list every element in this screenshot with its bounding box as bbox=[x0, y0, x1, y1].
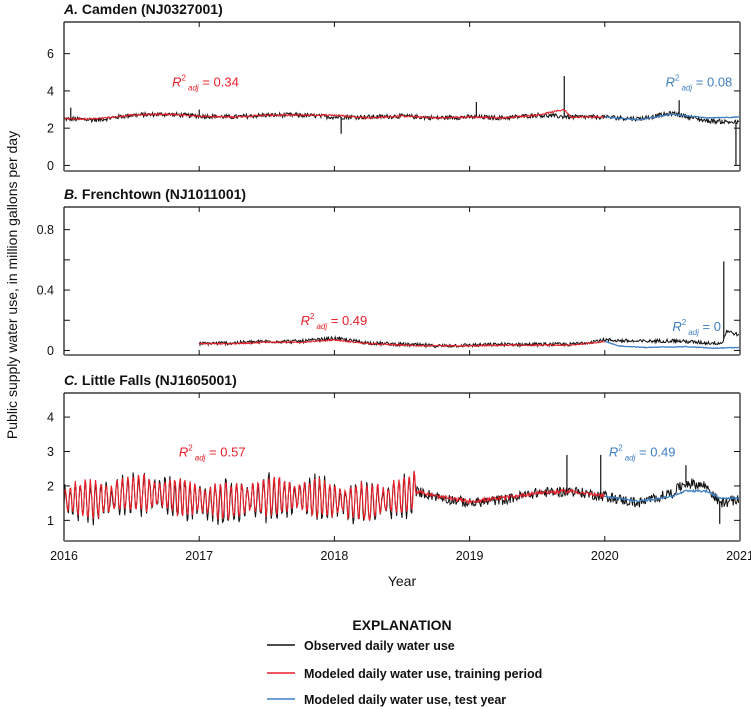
y-axis-label: Public supply water use, in million gall… bbox=[4, 131, 20, 439]
series-test-line bbox=[604, 488, 740, 503]
r2-symbol: R bbox=[666, 74, 675, 89]
r2-value: = 0.34 bbox=[199, 74, 239, 89]
y-tick-label: 6 bbox=[47, 47, 54, 61]
r2-subscript: adj bbox=[681, 83, 692, 92]
y-tick-label: 1 bbox=[47, 514, 54, 528]
r2-symbol: R bbox=[301, 313, 310, 328]
r2-annotation-training: R2adj = 0.49 bbox=[301, 312, 368, 331]
panel-letter: A. bbox=[63, 1, 82, 17]
panel-title: C. Little Falls (NJ1605001) bbox=[64, 372, 237, 388]
series-observed-line bbox=[198, 329, 740, 349]
x-tick-label: 2017 bbox=[185, 549, 213, 563]
r2-superscript: 2 bbox=[182, 73, 187, 82]
r2-annotation-test: R2adj = 0 bbox=[672, 318, 721, 337]
legend-label-observed: Observed daily water use bbox=[304, 639, 455, 653]
legend-label-test: Modeled daily water use, test year bbox=[304, 693, 506, 707]
r2-superscript: 2 bbox=[682, 318, 687, 327]
x-tick-labels: 2016 2017 2018 2019 2020 2021 bbox=[50, 549, 751, 563]
r2-value: = 0.08 bbox=[692, 74, 732, 89]
r2-subscript: adj bbox=[316, 322, 327, 331]
r2-subscript: adj bbox=[188, 83, 199, 92]
r2-symbol: R bbox=[672, 319, 681, 334]
series-observed-line bbox=[64, 471, 740, 526]
y-tick-label: 3 bbox=[47, 445, 54, 459]
r2-value: = 0.49 bbox=[635, 445, 675, 460]
y-tick-label: 4 bbox=[47, 84, 54, 98]
r2-superscript: 2 bbox=[310, 312, 315, 321]
r2-symbol: R bbox=[172, 74, 181, 89]
r2-annotation-training: R2adj = 0.57 bbox=[179, 444, 246, 463]
y-tick-label: 0 bbox=[47, 344, 54, 358]
panel-letter: B. bbox=[64, 186, 82, 202]
series-test-line bbox=[604, 113, 740, 121]
series-training-line bbox=[64, 470, 606, 521]
x-tick-label: 2019 bbox=[456, 549, 484, 563]
r2-value: = 0.57 bbox=[205, 445, 245, 460]
r2-annotation-test: R2adj = 0.49 bbox=[609, 444, 676, 463]
legend: EXPLANATION Observed daily water use Mod… bbox=[267, 617, 542, 707]
y-tick-label: 4 bbox=[47, 411, 54, 425]
r2-symbol: R bbox=[609, 445, 618, 460]
r2-subscript: adj bbox=[688, 328, 699, 337]
series-observed-line bbox=[64, 110, 740, 125]
panel-title: A. Camden (NJ0327001) bbox=[63, 1, 223, 17]
r2-value: = 0 bbox=[699, 319, 721, 334]
r2-annotation-test: R2adj = 0.08 bbox=[666, 73, 733, 92]
r2-subscript: adj bbox=[195, 454, 206, 463]
r2-value: = 0.49 bbox=[327, 313, 367, 328]
panel-title: B. Frenchtown (NJ1011001) bbox=[64, 186, 246, 202]
y-tick-label: 0.8 bbox=[37, 223, 54, 237]
x-tick-label: 2018 bbox=[320, 549, 348, 563]
series-group bbox=[64, 454, 740, 526]
x-tick-label: 2020 bbox=[591, 549, 619, 563]
panel-letter: C. bbox=[64, 372, 82, 388]
panel-name: Camden (NJ0327001) bbox=[82, 1, 223, 17]
y-tick-label: 2 bbox=[47, 122, 54, 136]
panel-name: Frenchtown (NJ1011001) bbox=[82, 186, 246, 202]
legend-title: EXPLANATION bbox=[352, 617, 451, 633]
y-tick-label: 2 bbox=[47, 479, 54, 493]
r2-subscript: adj bbox=[625, 454, 636, 463]
series-training-line bbox=[198, 338, 606, 348]
x-tick-label: 2016 bbox=[50, 549, 78, 563]
legend-label-training: Modeled daily water use, training period bbox=[304, 667, 542, 681]
r2-annotation-training: R2adj = 0.34 bbox=[172, 73, 239, 92]
series-group bbox=[64, 76, 740, 166]
x-tick-label: 2021 bbox=[726, 549, 751, 563]
series-training-line bbox=[64, 109, 606, 121]
panel-name: Little Falls (NJ1605001) bbox=[82, 372, 237, 388]
r2-superscript: 2 bbox=[675, 73, 680, 82]
series-test-line bbox=[604, 340, 740, 350]
series-group bbox=[198, 261, 740, 350]
r2-superscript: 2 bbox=[618, 444, 623, 453]
r2-superscript: 2 bbox=[188, 444, 193, 453]
y-tick-label: 0.4 bbox=[37, 284, 54, 298]
y-tick-label: 0 bbox=[47, 159, 54, 173]
x-axis-label: Year bbox=[388, 573, 417, 589]
r2-symbol: R bbox=[179, 445, 188, 460]
